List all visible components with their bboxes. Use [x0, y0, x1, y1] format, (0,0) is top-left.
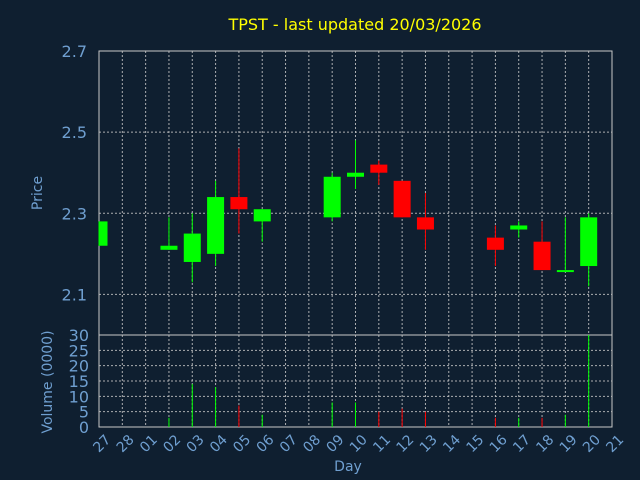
- x-tick-label: 14: [440, 432, 464, 456]
- price-tick-label: 2.3: [62, 204, 87, 223]
- x-tick-label: 19: [557, 432, 581, 456]
- candle-body: [347, 172, 364, 177]
- candle-body: [99, 221, 108, 246]
- x-tick-label: 04: [207, 432, 231, 456]
- candle-body: [323, 176, 341, 218]
- volume-tick-label: 25: [69, 341, 89, 360]
- volume-tick-label: 5: [79, 403, 89, 422]
- x-tick-label: 17: [510, 432, 534, 456]
- x-tick-label: 05: [230, 432, 254, 456]
- x-tick-label: 08: [300, 432, 324, 456]
- x-tick-label: 27: [90, 432, 114, 456]
- price-tick-label: 2.5: [62, 123, 87, 142]
- candle-body: [556, 270, 574, 273]
- x-tick-label: 12: [394, 432, 418, 456]
- price-tick-label: 2.7: [62, 42, 87, 61]
- candle-body: [230, 197, 248, 210]
- x-tick-label: 16: [487, 432, 511, 456]
- candle-body: [207, 197, 225, 254]
- x-tick-label: 09: [324, 432, 348, 456]
- x-tick-label: 15: [463, 432, 487, 456]
- chart-title: TPST - last updated 20/03/2026: [227, 15, 481, 34]
- candle-body: [393, 180, 411, 218]
- candle-body: [580, 217, 598, 267]
- x-tick-label: 20: [580, 432, 604, 456]
- x-tick-label: 18: [533, 432, 557, 456]
- volume-tick-label: 20: [69, 357, 89, 376]
- candle-body: [416, 217, 434, 230]
- x-tick-label: 28: [114, 432, 138, 456]
- x-tick-label: 11: [370, 432, 394, 456]
- candle-body: [486, 237, 504, 250]
- x-tick-label: 10: [347, 432, 371, 456]
- x-tick-label: 03: [184, 432, 208, 456]
- candle-body: [253, 209, 271, 222]
- candle-body: [160, 245, 178, 250]
- volume-axis-label: Volume (0000): [40, 330, 56, 433]
- x-tick-label: 21: [603, 432, 627, 456]
- x-tick-label: 02: [160, 432, 184, 456]
- volume-tick-label: 15: [69, 372, 89, 391]
- candle-body: [533, 241, 551, 271]
- x-axis: 27 28 01 02 03 04 05 06 07 08 09 10 11 12 13 14 15 16 17 18…: [90, 432, 627, 456]
- x-tick-label: 07: [277, 432, 301, 456]
- x-tick-label: 13: [417, 432, 441, 456]
- volume-tick-label: 30: [69, 326, 89, 345]
- x-tick-label: 06: [254, 432, 278, 456]
- volume-bars: [168, 335, 590, 427]
- price-panel-grid: [99, 51, 612, 335]
- price-axis-label: Price: [30, 176, 46, 210]
- candle-body: [183, 233, 201, 262]
- price-y-axis: 2.7 2.5 2.3 2.1: [62, 42, 87, 304]
- candle-body: [370, 164, 388, 173]
- price-candles: [98, 140, 598, 287]
- volume-tick-label: 0: [79, 418, 89, 437]
- x-tick-label: 01: [137, 432, 161, 456]
- price-tick-label: 2.1: [62, 285, 87, 304]
- x-axis-label: Day: [334, 459, 362, 475]
- volume-tick-label: 10: [69, 387, 89, 406]
- candle-body: [510, 225, 528, 230]
